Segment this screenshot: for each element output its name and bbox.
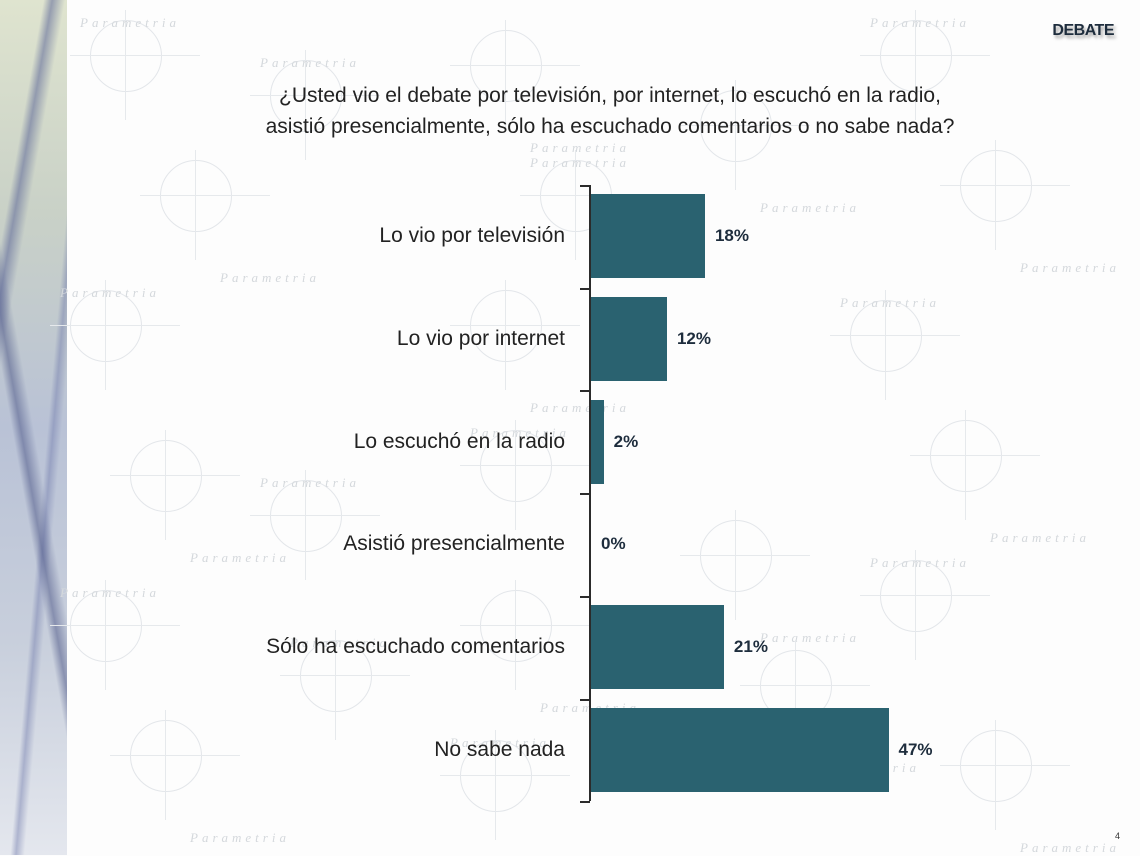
category-label: Asistió presencialmente: [343, 532, 565, 556]
bar: [591, 399, 604, 484]
bar: [591, 297, 667, 382]
value-label: 18%: [714, 226, 749, 246]
question-line-2: asistió presencialmente, sólo ha escucha…: [265, 115, 955, 138]
axis-tick: [580, 801, 590, 804]
axis-tick: [580, 185, 590, 187]
value-label: 2%: [613, 431, 639, 451]
category-label: Lo escuchó en la radio: [353, 429, 565, 453]
value-label: 21%: [733, 637, 768, 657]
value-label: 47%: [898, 739, 933, 759]
category-label: No sabe nada: [434, 737, 565, 761]
value-label: 0%: [601, 534, 626, 554]
category-axis: [589, 185, 591, 801]
page-number: 4: [1114, 831, 1120, 841]
axis-tick: [580, 698, 590, 701]
bar: [591, 605, 724, 690]
axis-tick: [580, 390, 590, 393]
bar: [591, 707, 889, 792]
section-tag: DEBATE: [1052, 22, 1114, 39]
value-label: 12%: [676, 329, 711, 349]
decorative-side-strip: [0, 0, 67, 855]
axis-tick: [580, 595, 590, 598]
axis-tick: [580, 287, 590, 290]
category-label: Sólo ha escuchado comentarios: [266, 635, 565, 659]
question-line-1: ¿Usted vio el debate por televisión, por…: [279, 84, 941, 107]
axis-tick: [580, 493, 590, 496]
chart-question-title: ¿Usted vio el debate por televisión, por…: [240, 80, 980, 142]
category-label: Lo vio por internet: [396, 327, 565, 351]
bar: [591, 194, 705, 279]
category-label: Lo vio por televisión: [379, 224, 565, 248]
